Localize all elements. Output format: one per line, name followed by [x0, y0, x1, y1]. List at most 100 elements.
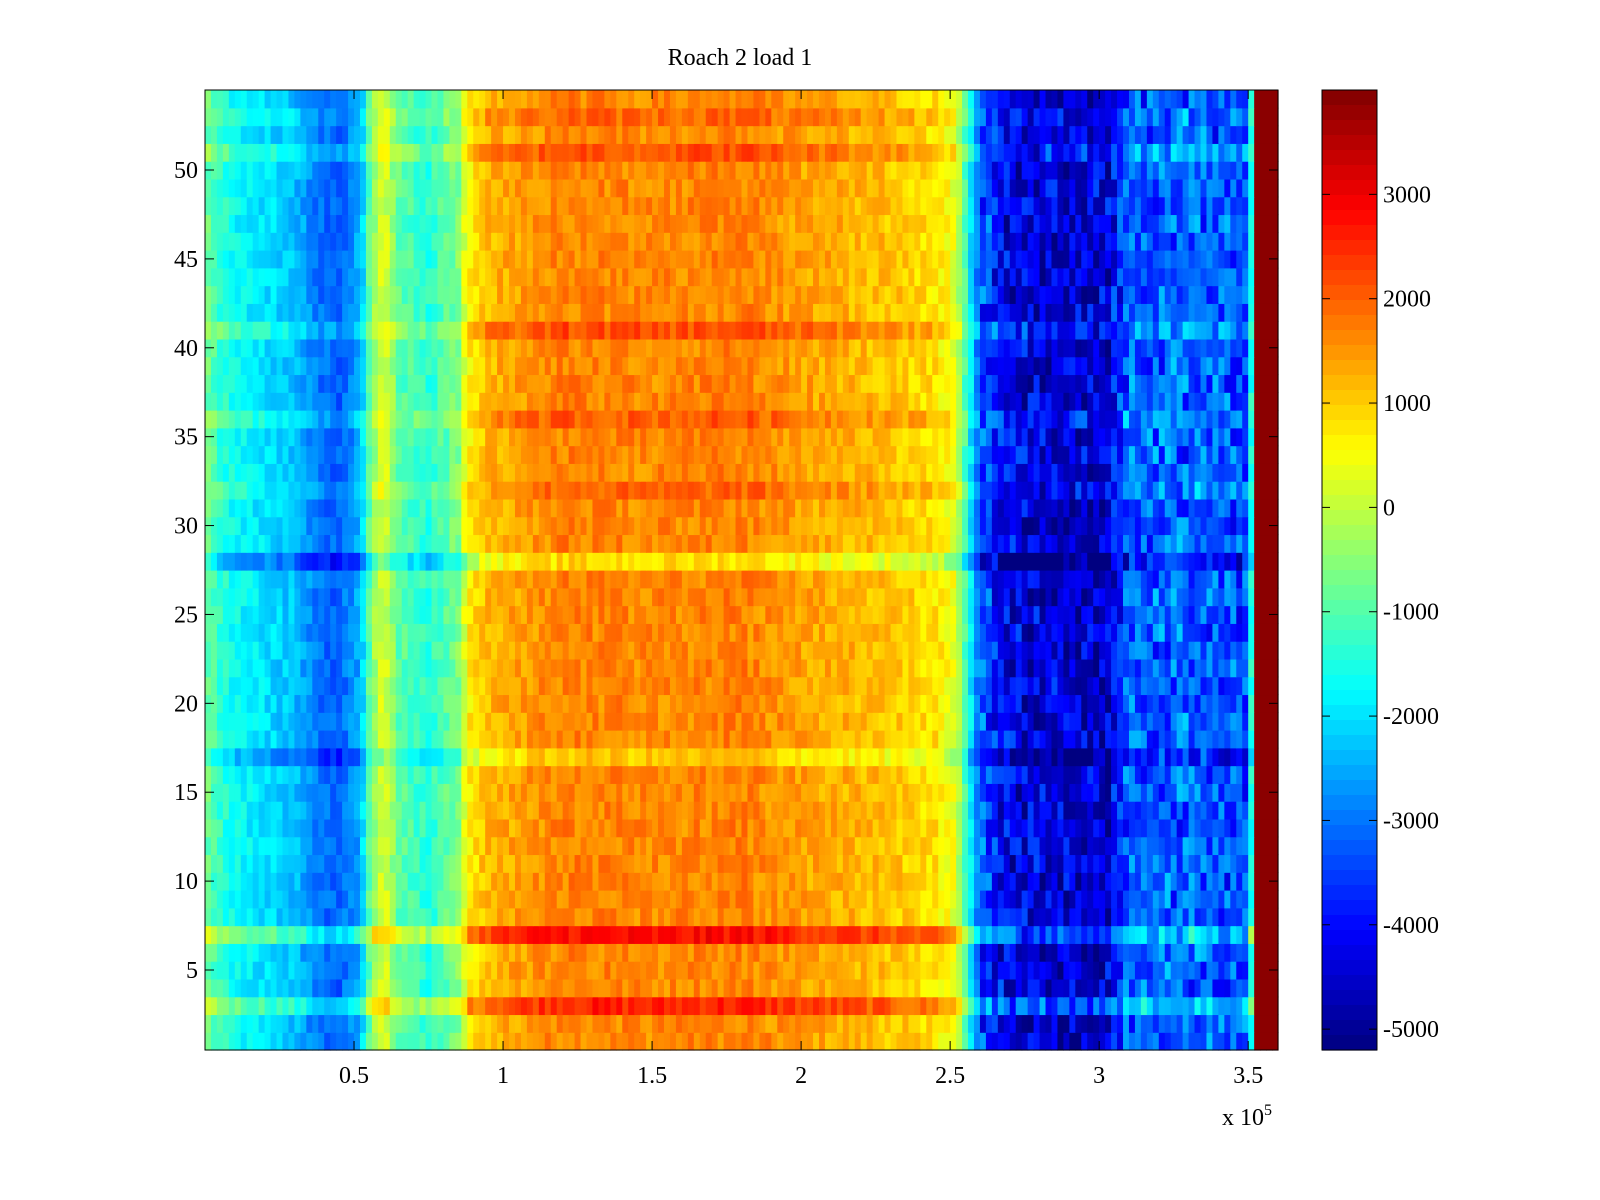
- heatmap-cell: [890, 730, 898, 749]
- heatmap-cell: [1033, 854, 1041, 873]
- heatmap-cell: [574, 996, 582, 1016]
- heatmap-cell: [646, 925, 653, 944]
- heatmap-cell: [634, 961, 641, 980]
- heatmap-cell: [377, 1014, 385, 1033]
- heatmap-cell: [1075, 1032, 1082, 1051]
- heatmap-cell: [1146, 605, 1154, 624]
- heatmap-cell: [908, 658, 915, 678]
- heatmap-cell: [532, 765, 540, 784]
- heatmap-cell: [872, 925, 880, 944]
- heatmap-cell: [449, 712, 456, 731]
- heatmap-cell: [1003, 836, 1011, 856]
- heatmap-cell: [711, 854, 719, 873]
- heatmap-cell: [693, 676, 701, 696]
- heatmap-cell: [461, 943, 468, 962]
- heatmap-cell: [1045, 605, 1053, 624]
- heatmap-cell: [365, 712, 373, 731]
- heatmap-cell: [681, 872, 689, 891]
- heatmap-cell: [509, 623, 516, 642]
- heatmap-cell: [1075, 943, 1082, 962]
- heatmap-cell: [950, 676, 957, 696]
- heatmap-cell: [1230, 801, 1237, 820]
- heatmap-cell: [443, 605, 450, 624]
- heatmap-cell: [842, 978, 850, 998]
- heatmap-cell: [276, 890, 284, 909]
- heatmap-cell: [681, 961, 689, 980]
- heatmap-cell: [222, 890, 230, 909]
- heatmap-cell: [1027, 587, 1035, 607]
- heatmap-cell: [669, 996, 677, 1016]
- heatmap-cell: [377, 587, 385, 607]
- heatmap-cell: [610, 587, 617, 607]
- heatmap-cell: [628, 836, 635, 856]
- heatmap-cell: [407, 676, 415, 696]
- heatmap-cell: [377, 552, 385, 571]
- heatmap-cell: [711, 890, 719, 909]
- heatmap-cell: [753, 552, 760, 571]
- heatmap-cell: [741, 730, 749, 749]
- heatmap-cell: [866, 925, 874, 944]
- heatmap-cell: [1057, 605, 1064, 624]
- heatmap-cell: [1128, 818, 1136, 838]
- heatmap-cell: [401, 818, 409, 838]
- heatmap-cell: [365, 641, 373, 660]
- heatmap-cell: [693, 836, 701, 856]
- heatmap-cell: [1039, 961, 1047, 980]
- heatmap-cell: [467, 552, 474, 571]
- heatmap-cell: [652, 587, 659, 607]
- heatmap-cell: [634, 676, 641, 696]
- heatmap-cell: [276, 552, 284, 571]
- heatmap-cell: [342, 552, 349, 571]
- heatmap-cell: [681, 783, 689, 802]
- heatmap-cell: [1212, 890, 1219, 909]
- heatmap-cell: [1176, 623, 1184, 642]
- heatmap-cell: [234, 676, 242, 696]
- heatmap-cell: [413, 1032, 421, 1051]
- heatmap-cell: [896, 818, 904, 838]
- heatmap-cell: [866, 765, 874, 784]
- heatmap-cell: [765, 570, 772, 589]
- heatmap-cell: [1003, 872, 1011, 891]
- heatmap-cell: [1015, 694, 1023, 713]
- heatmap-cell: [473, 747, 480, 767]
- heatmap-cell: [658, 623, 665, 642]
- heatmap-cell: [777, 783, 784, 802]
- heatmap-cell: [884, 605, 892, 624]
- heatmap-cell: [669, 765, 677, 784]
- heatmap-cell: [1081, 694, 1088, 713]
- heatmap-cell: [824, 1014, 832, 1033]
- heatmap-cell: [270, 925, 278, 944]
- heatmap-cell: [938, 907, 945, 927]
- heatmap-cell: [336, 943, 343, 962]
- heatmap-cell: [1152, 676, 1160, 696]
- heatmap-cell: [1027, 747, 1035, 767]
- heatmap-cell: [1230, 836, 1237, 856]
- heatmap-cell: [1194, 925, 1202, 944]
- heatmap-cell: [258, 730, 266, 749]
- heatmap-cell: [658, 570, 665, 589]
- heatmap-cell: [419, 765, 427, 784]
- heatmap-cell: [1170, 996, 1178, 1016]
- heatmap-cell: [1063, 836, 1070, 856]
- heatmap-cell: [234, 1014, 242, 1033]
- heatmap-cell: [216, 747, 224, 767]
- heatmap-cell: [962, 872, 969, 891]
- heatmap-cell: [729, 641, 737, 660]
- heatmap-cell: [1230, 605, 1237, 624]
- heatmap-cell: [538, 961, 546, 980]
- heatmap-cell: [646, 747, 653, 767]
- heatmap-cell: [848, 978, 856, 998]
- heatmap-cell: [336, 587, 343, 607]
- heatmap-cell: [1045, 783, 1053, 802]
- heatmap-cell: [1164, 783, 1172, 802]
- heatmap-cell: [389, 783, 397, 802]
- heatmap-cell: [1069, 961, 1076, 980]
- heatmap-cell: [777, 676, 784, 696]
- heatmap-cell: [1212, 641, 1219, 660]
- heatmap-cell: [437, 712, 445, 731]
- heatmap-cell: [294, 961, 301, 980]
- heatmap-cell: [556, 730, 564, 749]
- heatmap-cell: [491, 854, 498, 873]
- heatmap-cell: [681, 765, 689, 784]
- heatmap-cell: [1051, 890, 1059, 909]
